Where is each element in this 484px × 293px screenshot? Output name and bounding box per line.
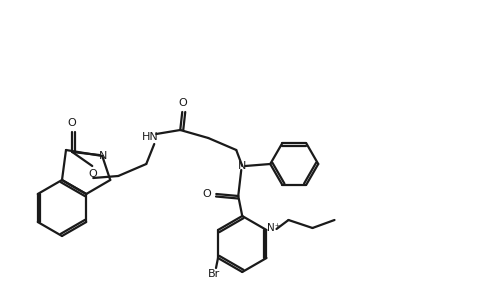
Text: O: O — [68, 118, 76, 128]
Text: HN: HN — [142, 132, 158, 142]
Text: O: O — [202, 189, 211, 199]
Text: O: O — [179, 98, 187, 108]
Text: N⁺: N⁺ — [266, 223, 280, 233]
Text: O: O — [89, 169, 97, 179]
Text: N: N — [238, 161, 246, 171]
Text: N: N — [99, 151, 107, 161]
Text: Br: Br — [208, 269, 220, 279]
